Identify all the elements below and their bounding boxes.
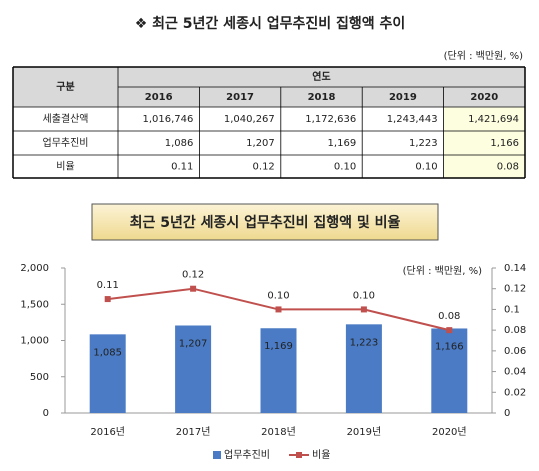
y2-tick-label: 0	[504, 408, 510, 419]
bar-label: 1,085	[93, 347, 122, 358]
highlight	[443, 107, 525, 178]
table-title: ❖ 최근 5년간 세종시 업무추진비 집행액 추이	[135, 15, 406, 32]
y2-tick-label: 0.14	[504, 263, 526, 274]
y2-tick-label: 0.08	[504, 325, 526, 336]
bar	[89, 334, 126, 413]
y-tick-label: 500	[30, 372, 49, 383]
cell: 1,040,267	[224, 114, 275, 125]
chart-title-box	[91, 203, 439, 241]
cell: 1,223	[409, 138, 438, 149]
bar	[431, 328, 468, 413]
cell: 0.08	[497, 162, 519, 173]
legend-swatch	[296, 452, 302, 458]
y-tick-label: 1,500	[20, 299, 49, 310]
y-tick-label: 2,000	[20, 263, 49, 274]
bar-label: 1,169	[264, 341, 293, 352]
column-header: 2016	[145, 92, 173, 103]
chart-unit: (단위 : 백만원, %)	[403, 264, 482, 277]
y2-tick-label: 0.06	[504, 346, 526, 357]
x-tick-label: 2018년	[261, 426, 296, 438]
chart-title: 최근 5년간 세종시 업무추진비 집행액 및 비율	[130, 214, 401, 231]
point-label: 0.08	[438, 311, 460, 322]
bar-label: 1,223	[350, 337, 379, 348]
header-group: 연도	[312, 70, 330, 83]
point	[190, 285, 197, 292]
legend-label: 비율	[312, 449, 330, 461]
legend-swatch	[213, 451, 221, 459]
bar	[175, 325, 212, 413]
point	[360, 306, 367, 313]
column-header: 2019	[389, 92, 417, 103]
row-label: 비율	[56, 161, 74, 173]
point	[275, 306, 282, 313]
cell: 1,016,746	[142, 114, 193, 125]
x-tick-label: 2017년	[176, 426, 211, 438]
y2-tick-label: 0.12	[504, 284, 526, 295]
cell: 1,166	[490, 138, 519, 149]
point-label: 0.10	[267, 290, 289, 301]
cell: 1,172,636	[305, 114, 356, 125]
cell: 1,086	[165, 138, 194, 149]
cell: 1,243,443	[387, 114, 438, 125]
bar	[345, 324, 382, 413]
legend-label: 업무추진비	[224, 448, 270, 461]
cell: 0.12	[253, 162, 275, 173]
x-tick-label: 2016년	[90, 426, 125, 438]
cell: 1,421,694	[468, 114, 519, 125]
y2-tick-label: 0.02	[504, 387, 526, 398]
table-unit: (단위 : 백만원, %)	[444, 49, 523, 62]
point-label: 0.11	[97, 280, 119, 291]
point	[104, 296, 111, 303]
point-label: 0.10	[353, 290, 375, 301]
header-label: 구분	[56, 81, 74, 93]
point-label: 0.12	[182, 270, 204, 281]
cell: 0.10	[334, 162, 356, 173]
y-tick-label: 0	[43, 408, 49, 419]
cell: 1,207	[246, 138, 275, 149]
x-tick-label: 2020년	[432, 426, 467, 438]
bar	[260, 328, 297, 413]
row-label: 업무추진비	[43, 136, 89, 149]
y2-tick-label: 0.1	[504, 304, 520, 315]
y-tick-label: 1,000	[20, 336, 49, 347]
column-header: 2018	[308, 92, 336, 103]
x-tick-label: 2019년	[347, 426, 382, 438]
point	[446, 327, 453, 334]
row-label: 세출결산액	[43, 113, 89, 125]
bar-label: 1,207	[179, 338, 208, 349]
column-header: 2017	[226, 92, 254, 103]
y2-tick-label: 0.04	[504, 367, 526, 378]
cell: 0.10	[415, 162, 437, 173]
column-header: 2020	[470, 92, 498, 103]
bar-label: 1,166	[435, 341, 464, 352]
cell: 0.11	[171, 162, 193, 173]
cell: 1,169	[328, 138, 357, 149]
